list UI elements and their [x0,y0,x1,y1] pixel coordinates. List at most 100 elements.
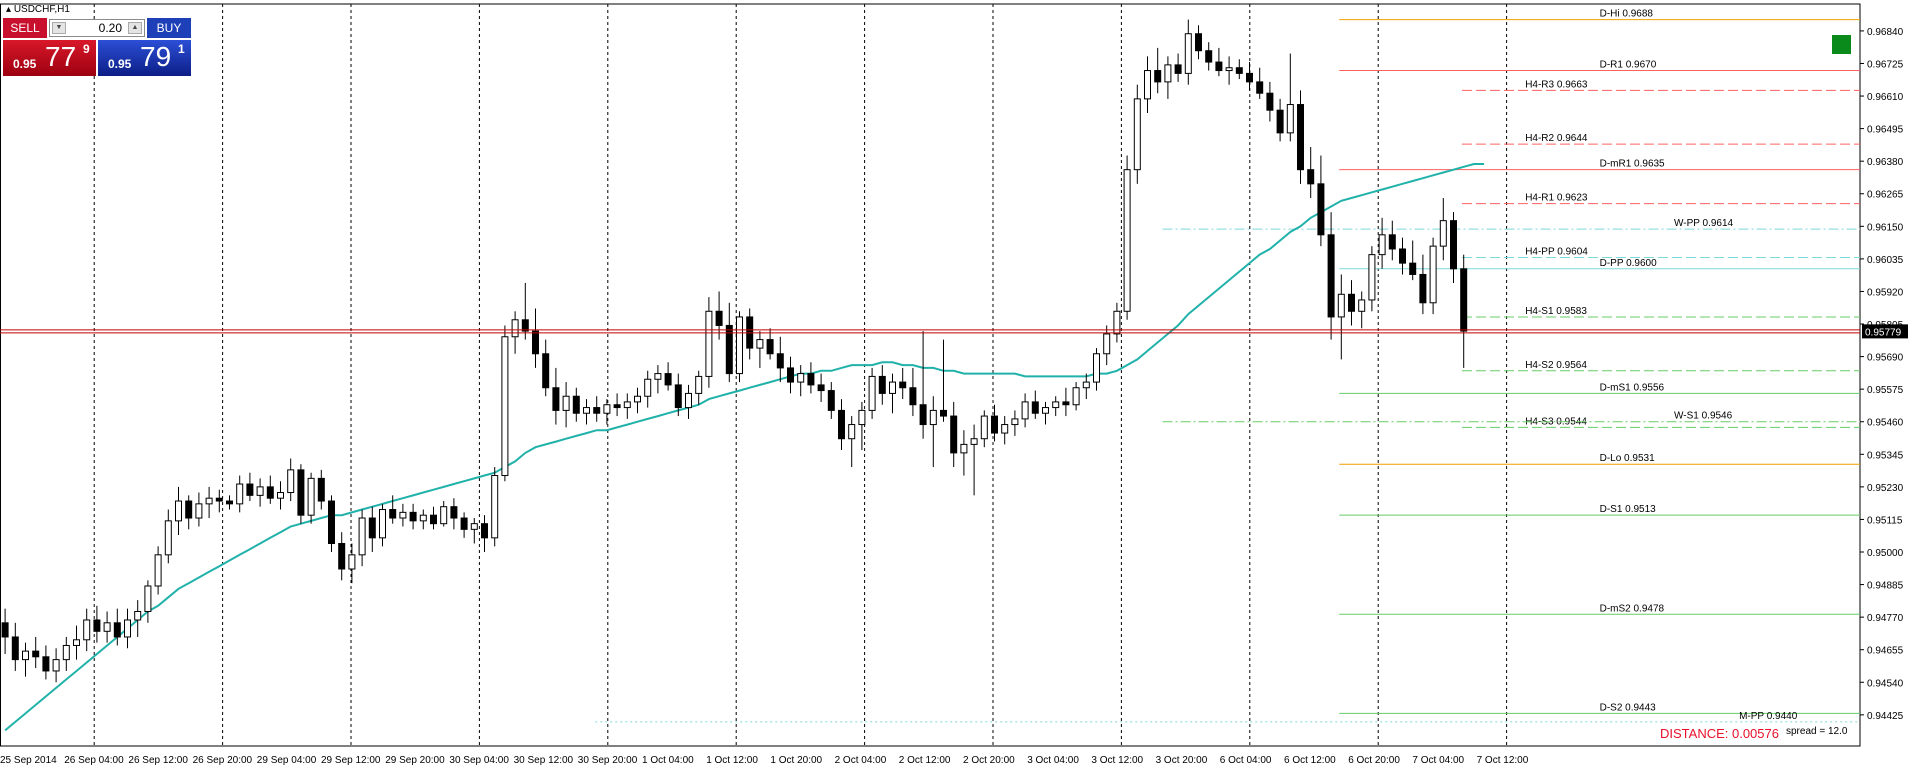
candle [236,475,244,513]
candle [817,373,825,402]
candle-body [1042,407,1049,414]
candle [1388,220,1396,261]
candle [1307,147,1315,198]
collapse-arrow-icon[interactable]: ▴ [6,4,12,15]
candle-body [430,514,437,525]
candle [1082,373,1090,400]
pivot-level-label: W-S1 0.9546 [1674,411,1733,422]
candle [1246,62,1253,91]
x-tick-label: 26 Sep 04:00 [64,755,124,766]
candle-body [1429,245,1437,304]
candle-body [246,483,254,496]
candle [246,472,254,502]
candle-body [1327,234,1335,318]
candle [215,489,223,513]
candle-body [297,469,305,516]
sell-price-box[interactable]: 0.95 77 9 [3,40,96,76]
candle-body [317,477,325,502]
candle [328,495,335,553]
y-tick-label: 0.95920 [1867,287,1904,298]
candle [73,625,80,660]
candle [1215,47,1223,77]
candle [1286,53,1294,142]
candle-body [1450,220,1457,270]
candle-body [797,373,805,383]
y-tick-label: 0.96265 [1867,190,1904,201]
lot-increase-icon[interactable]: ▲ [128,22,142,34]
candle-body [991,415,998,434]
candle [674,373,682,417]
candle-body [572,395,580,414]
candle [1327,212,1335,340]
y-tick-label: 0.94540 [1867,678,1904,689]
candle-body [1195,33,1202,52]
candle-body [134,610,142,621]
candle-body [62,644,70,661]
candle-body [1419,273,1427,304]
candle-body [1144,70,1151,100]
candle-body [542,353,550,389]
x-tick-label: 1 Oct 04:00 [642,755,694,766]
candle-body [440,506,448,525]
candle-body [848,424,856,440]
pivot-level-label: D-Lo 0.9531 [1600,453,1655,464]
candle [460,512,468,538]
candle [205,486,213,519]
candle [613,393,621,417]
candle-body [348,554,356,570]
candle [1144,56,1151,114]
candle [705,297,713,388]
y-tick-label: 0.96150 [1867,222,1904,233]
lot-size-field[interactable]: ▼ 0.20 ▲ [49,19,145,37]
x-tick-label: 1 Oct 20:00 [770,755,822,766]
candle [827,382,835,419]
candle-body [287,469,295,494]
lot-decrease-icon[interactable]: ▼ [52,22,66,34]
candle-body [1337,293,1345,318]
candle [470,518,478,544]
candle-body [93,619,101,632]
candle-body [113,622,121,638]
lot-size-value[interactable]: 0.20 [98,21,122,35]
candle [368,506,376,553]
x-tick-label: 3 Oct 04:00 [1027,755,1079,766]
candle-body [960,443,968,454]
pivot-level-label: H4-R2 0.9644 [1525,133,1588,144]
candle-body [593,407,601,414]
y-tick-label: 0.95575 [1867,385,1904,396]
candle-body [613,404,621,409]
candle-body [1388,234,1396,250]
x-tick-label: 2 Oct 20:00 [963,755,1015,766]
candle [52,648,60,683]
candle-body [481,523,488,539]
candle-body [358,517,366,556]
candle [1,608,9,654]
pivot-level-label: D-Hi 0.9688 [1600,9,1654,20]
buy-button[interactable]: BUY [147,18,191,38]
candle-body [1031,401,1039,414]
candle-body [1286,104,1294,134]
candle-body [940,409,947,417]
candle [1174,53,1182,82]
candle-body [1225,67,1233,72]
candle [62,636,70,671]
candle-body [1093,353,1100,383]
moving-average-line [4,163,1485,732]
candle-body [674,384,682,409]
pivot-level-label: D-R1 0.9670 [1600,60,1657,71]
candle [1419,254,1427,315]
buy-price-pips: 79 [140,41,172,72]
candle-body [83,619,91,641]
candle [746,308,754,360]
pivot-level-label: D-mS1 0.9556 [1600,382,1665,393]
candle-body [409,511,417,522]
candle [124,608,131,649]
candle [685,384,692,419]
pivot-level-label: H4-PP 0.9604 [1525,246,1588,257]
buy-price-box[interactable]: 0.95 79 1 [98,40,191,76]
pivot-level-label: H4-S1 0.9583 [1525,306,1587,317]
sell-button[interactable]: SELL [3,18,47,38]
candle-body [521,319,529,332]
pivot-levels: D-Hi 0.9688 D-R1 0.9670 H4-R3 0.9663 H4-R2 … [595,9,1860,723]
